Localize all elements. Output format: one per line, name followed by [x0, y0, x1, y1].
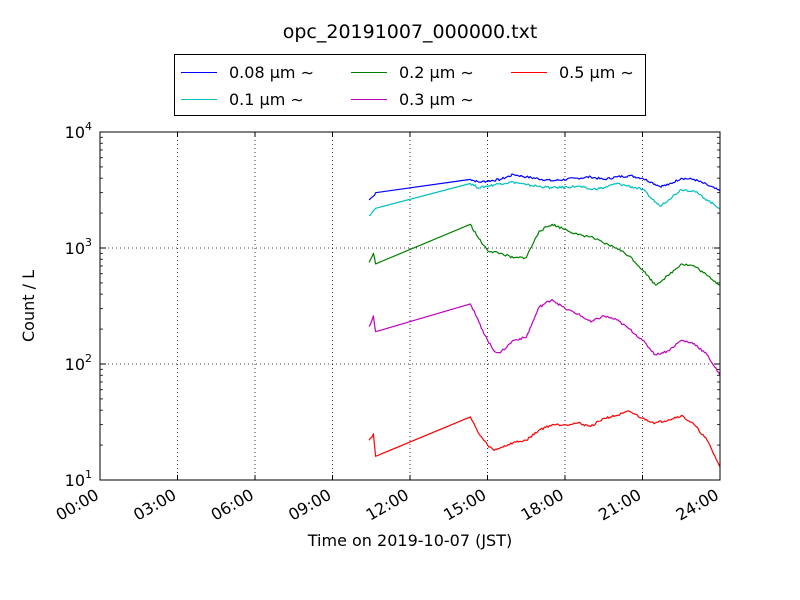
legend-item-0.08um: 0.08 μm ∼ — [181, 61, 314, 83]
x-tick-label: 15:00 — [440, 485, 489, 525]
x-axis-label: Time on 2019-10-07 (JST) — [307, 531, 512, 550]
x-tick-label: 09:00 — [285, 485, 334, 525]
series-line-5 — [368, 410, 721, 468]
grid — [100, 132, 720, 480]
series-line-2 — [368, 180, 721, 217]
x-tick-label: 12:00 — [363, 485, 412, 525]
legend-swatch-green — [351, 71, 387, 73]
series-line-3 — [368, 223, 721, 286]
x-tick-label: 03:00 — [130, 485, 179, 525]
legend-item-0.3um: 0.3 μm ∼ — [351, 88, 474, 110]
x-tick-label: 18:00 — [518, 485, 567, 525]
legend-label: 0.1 μm ∼ — [229, 89, 304, 109]
legend-swatch-magenta — [351, 98, 387, 100]
legend-item-0.2um: 0.2 μm ∼ — [351, 61, 474, 83]
legend-label: 0.08 μm ∼ — [229, 62, 314, 82]
x-tick-label: 24:00 — [673, 485, 722, 525]
y-axis-label: Count / L — [19, 270, 38, 342]
legend-item-0.5um: 0.5 μm ∼ — [511, 61, 634, 83]
legend-label: 0.3 μm ∼ — [399, 89, 474, 109]
legend: 0.08 μm ∼ 0.2 μm ∼ 0.5 μm ∼ 0.1 μm ∼ 0.3… — [174, 54, 646, 116]
y-tick-label: 104 — [65, 120, 92, 142]
series-lines — [368, 173, 721, 468]
legend-swatch-cyan — [181, 98, 217, 100]
ticks: 00:00 03:00 06:00 09:00 12:00 15:00 18:00 21:00… — [53, 120, 722, 525]
y-tick-label: 103 — [65, 236, 92, 258]
y-tick-label: 101 — [65, 468, 92, 490]
y-tick-label: 102 — [65, 352, 92, 374]
legend-swatch-blue — [181, 71, 217, 73]
series-line-4 — [368, 298, 721, 376]
legend-swatch-red — [511, 71, 547, 73]
legend-label: 0.5 μm ∼ — [559, 62, 634, 82]
legend-label: 0.2 μm ∼ — [399, 62, 474, 82]
chart-title: opc_20191007_000000.txt — [283, 21, 538, 43]
x-tick-label: 00:00 — [53, 485, 102, 525]
legend-item-0.1um: 0.1 μm ∼ — [181, 88, 304, 110]
x-tick-label: 06:00 — [208, 485, 257, 525]
series-line-1 — [368, 173, 721, 201]
x-tick-label: 21:00 — [595, 485, 644, 525]
